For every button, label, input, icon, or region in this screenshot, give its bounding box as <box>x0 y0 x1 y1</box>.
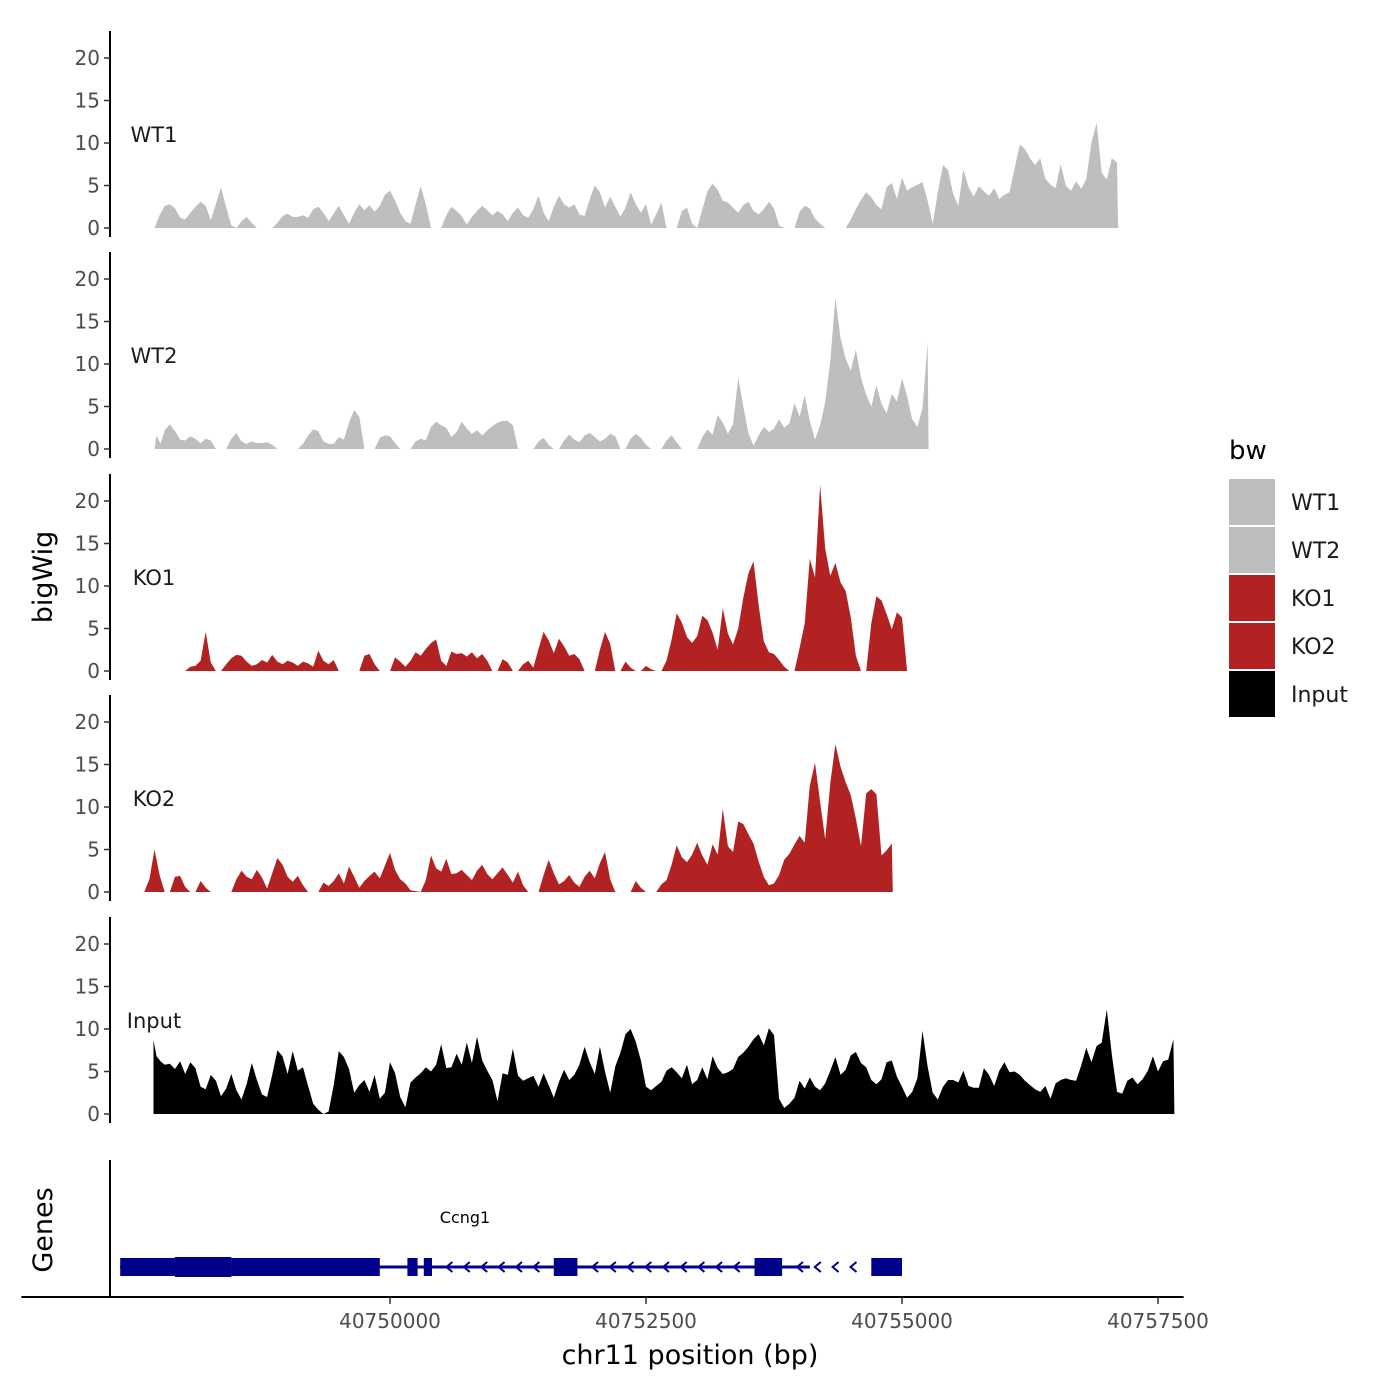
signal-area-wt2 <box>154 297 929 449</box>
y-tick-label: 15 <box>75 975 100 999</box>
strand-arrow <box>608 1261 617 1273</box>
y-tick-label: 5 <box>87 838 100 862</box>
legend-label-wt2: WT2 <box>1291 539 1340 564</box>
legend-title: bw <box>1229 436 1267 466</box>
legend-label-wt1: WT1 <box>1291 491 1340 516</box>
legend-key-wt2 <box>1229 527 1275 573</box>
y-tick-label: 20 <box>75 710 100 734</box>
x-axis-title: chr11 position (bp) <box>562 1340 819 1371</box>
x-tick-label: 40750000 <box>339 1309 441 1333</box>
y-tick-label: 0 <box>87 1102 100 1126</box>
y-tick-label: 15 <box>75 753 100 777</box>
y-tick-label: 20 <box>75 932 100 956</box>
gene-exon <box>231 1258 380 1276</box>
track-panel-ko2: 0 5 10 15 20 KO2 <box>75 695 893 904</box>
y-tick-label: 20 <box>75 267 100 291</box>
y-tick-label: 5 <box>87 174 100 198</box>
y-tick-label: 20 <box>75 489 100 513</box>
gene-exon <box>871 1258 902 1276</box>
legend-key-ko2 <box>1229 623 1275 669</box>
track-label-input: Input <box>127 1009 181 1033</box>
track-label-wt2: WT2 <box>131 344 178 368</box>
gene-exon <box>423 1258 432 1276</box>
gene-exon <box>553 1258 578 1276</box>
legend-label-input: Input <box>1291 683 1348 708</box>
strand-arrow <box>531 1261 541 1273</box>
signal-area-ko2 <box>144 744 893 892</box>
y-tick-label: 15 <box>75 89 100 113</box>
strand-arrow <box>848 1261 858 1273</box>
gene-track: Ccng1 <box>109 1160 902 1297</box>
strand-arrow <box>732 1261 741 1273</box>
x-tick-label: 40757500 <box>1107 1309 1209 1333</box>
legend-label-ko1: KO1 <box>1291 587 1336 612</box>
y-tick-label: 15 <box>75 532 100 556</box>
y-axis-title: bigWig <box>28 531 59 624</box>
legend-key-input <box>1229 671 1275 717</box>
track-label-wt1: WT1 <box>131 123 178 147</box>
track-label-ko1: KO1 <box>133 566 176 590</box>
legend-key-ko1 <box>1229 575 1275 621</box>
signal-area-wt1 <box>154 122 1119 228</box>
strand-arrow <box>661 1261 670 1273</box>
gene-exon <box>120 1258 175 1276</box>
signal-area-ko1 <box>185 484 908 671</box>
y-tick-label: 15 <box>75 310 100 334</box>
gene-exon <box>754 1258 783 1276</box>
y-tick-label: 20 <box>75 46 100 70</box>
strand-arrow <box>590 1261 599 1273</box>
gene-exon <box>407 1258 418 1276</box>
strand-arrow <box>813 1261 822 1273</box>
strand-arrow <box>714 1261 723 1273</box>
x-tick-label: 40755000 <box>851 1309 953 1333</box>
y-tick-label: 5 <box>87 395 100 419</box>
y-tick-label: 10 <box>75 574 100 598</box>
strand-arrow <box>444 1261 454 1273</box>
strand-arrow <box>831 1261 840 1273</box>
track-panel-wt1: 0 5 10 15 20 WT1 <box>75 31 1119 240</box>
y-tick-label: 0 <box>87 437 100 461</box>
y-tick-label: 0 <box>87 216 100 240</box>
track-panel-input: 0 5 10 15 20 Input <box>75 917 1175 1126</box>
y-tick-label: 10 <box>75 352 100 376</box>
strand-arrow <box>625 1261 635 1273</box>
gene-label: Ccng1 <box>440 1208 490 1227</box>
x-tick-label: 40752500 <box>595 1309 697 1333</box>
y-tick-label: 0 <box>87 659 100 683</box>
legend: bw WT1 WT2 KO1 KO2 Input <box>1229 436 1348 717</box>
y-tick-label: 5 <box>87 1060 100 1084</box>
track-panel-ko1: 0 5 10 15 20 KO1 <box>75 474 908 683</box>
y-tick-label: 10 <box>75 1017 100 1041</box>
signal-area-input <box>153 1009 1175 1114</box>
strand-arrow <box>696 1261 706 1273</box>
track-panel-wt2: 0 5 10 15 20 WT2 <box>75 252 929 461</box>
x-axis: 40750000 40752500 40755000 40757500 <box>21 1296 1209 1333</box>
legend-key-wt1 <box>1229 479 1275 525</box>
strand-arrow <box>497 1261 506 1273</box>
strand-arrow <box>795 1261 804 1273</box>
strand-arrow <box>462 1261 471 1273</box>
genes-axis-title: Genes <box>28 1187 59 1272</box>
y-tick-label: 10 <box>75 795 100 819</box>
legend-label-ko2: KO2 <box>1291 635 1336 660</box>
strand-arrow <box>514 1261 523 1273</box>
strand-arrow <box>479 1261 488 1273</box>
signal-tracks: 0 5 10 15 20 WT1 0 5 10 15 20 WT2 0 5 10 15 20 KO1 0 5 10 15 2… <box>75 31 1175 1126</box>
y-tick-label: 10 <box>75 131 100 155</box>
strand-arrow <box>643 1261 652 1273</box>
y-tick-label: 0 <box>87 880 100 904</box>
strand-arrow <box>679 1261 688 1273</box>
gene-exon-thick <box>175 1257 232 1277</box>
track-label-ko2: KO2 <box>133 787 176 811</box>
y-tick-label: 5 <box>87 617 100 641</box>
